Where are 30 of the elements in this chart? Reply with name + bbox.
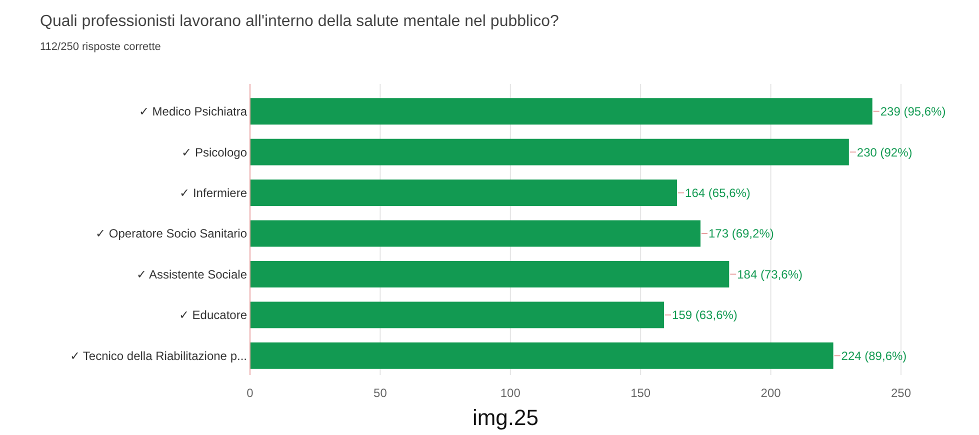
y-tick-label: ✓ Educatore: [178, 308, 248, 322]
bar: [250, 260, 730, 288]
bar: [250, 98, 872, 125]
bar: [250, 138, 849, 166]
bar: [250, 220, 700, 247]
data-label: 184 (73,6%): [737, 267, 803, 282]
y-tick-label: ✓ Infermiere: [180, 186, 248, 200]
x-tick-label: 0: [246, 386, 254, 400]
y-tick-label: ✓ Medico Psichiatra: [138, 104, 248, 119]
chart-title: Quali professionisti lavorano all'interno della salute mentale nel pubblico?: [40, 13, 560, 30]
bar: [250, 302, 664, 328]
y-tick-label: ✓ Assistente Sociale: [136, 267, 248, 282]
text: img.25: [472, 405, 539, 430]
data-label: 230 (92%): [856, 145, 912, 160]
text: 112/250 risposte corrette: [40, 41, 161, 53]
data-label: 159 (63,6%): [672, 308, 738, 322]
data-label: 239 (95,6%): [880, 104, 946, 119]
bar: [250, 342, 834, 369]
data-label: 173 (69,2%): [708, 226, 774, 241]
x-tick-label: 50: [374, 386, 388, 400]
bar: [250, 180, 678, 206]
y-tick-label: ✓ Psicologo: [182, 145, 248, 160]
data-label: 224 (89,6%): [841, 348, 907, 363]
y-tick-label: ✓ Operatore Socio Sanitario: [96, 226, 248, 241]
y-tick-label: ✓ Tecnico della Riabilitazione p...: [70, 348, 247, 363]
data-label: 164 (65,6%): [685, 186, 750, 200]
x-tick-label: 200: [760, 386, 782, 400]
x-tick-label: 150: [630, 386, 651, 400]
x-tick-label: 100: [500, 386, 521, 400]
x-tick-label: 250: [890, 386, 912, 400]
